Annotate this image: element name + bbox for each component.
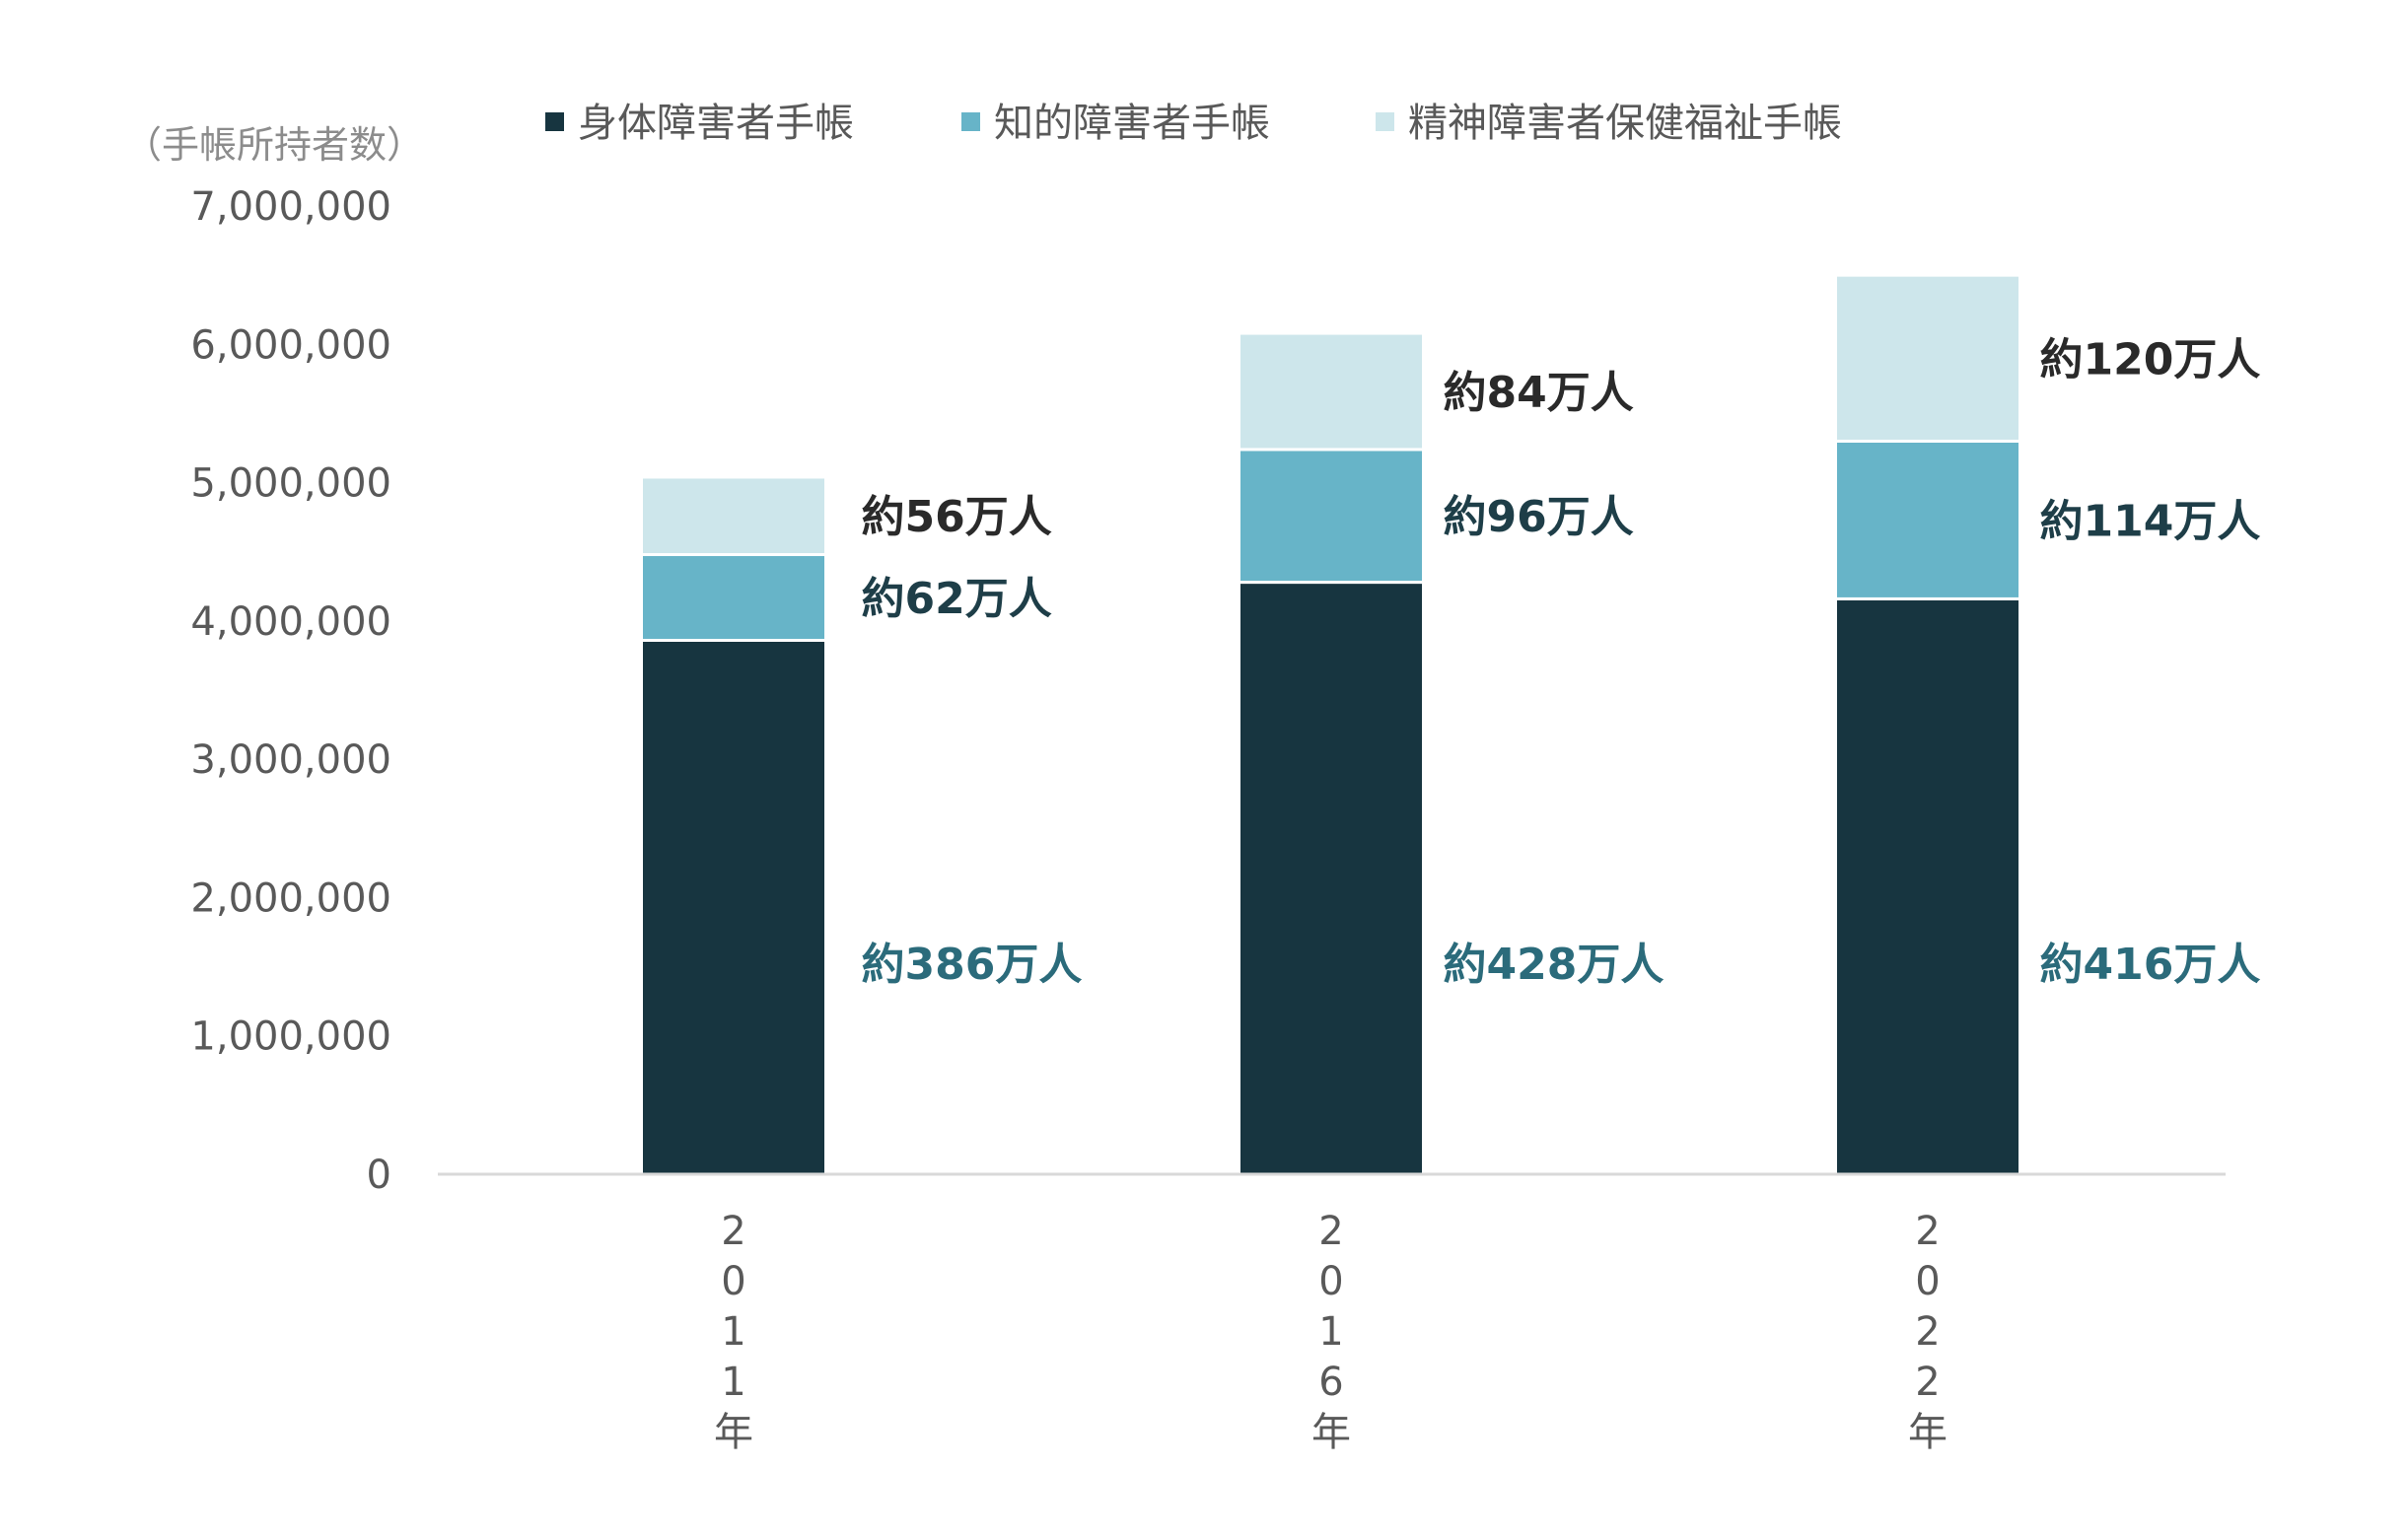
x-tick-label: 2 0 1 1 年 (714, 1209, 753, 1455)
y-tick-label: 7,000,000 (190, 184, 391, 230)
x-tick-char: 1 (721, 1309, 745, 1355)
y-tick-label: 6,000,000 (190, 322, 391, 368)
bar-segment (640, 553, 827, 642)
data-label: 約386万人 (862, 940, 1083, 990)
bar-segment (1834, 596, 2021, 1176)
x-tick-char: 2 (1318, 1209, 1343, 1254)
data-label: 約428万人 (1444, 940, 1664, 990)
bar-segment (1238, 448, 1425, 585)
x-axis: 2 0 1 1 年 2 0 1 6 年 2 0 2 2 年 (714, 1209, 1948, 1455)
data-label: 約416万人 (2040, 940, 2261, 990)
x-tick-char: 年 (714, 1410, 753, 1455)
x-tick-char: 2 (721, 1209, 745, 1254)
x-tick-label: 2 0 1 6 年 (1311, 1209, 1351, 1455)
legend: 身体障害者手帳 知的障害者手帳 精神障害者保健福祉手帳 (545, 101, 1842, 146)
x-tick-label: 2 0 2 2 年 (1908, 1209, 1948, 1455)
y-tick-label: 4,000,000 (190, 599, 391, 645)
bar-segment (640, 475, 827, 557)
x-tick-char: 0 (721, 1259, 745, 1304)
x-tick-char: 2 (1915, 1209, 1940, 1254)
bar-segment (1834, 273, 2021, 443)
x-tick-char: 年 (1311, 1410, 1351, 1455)
x-tick-char: 0 (1915, 1259, 1940, 1304)
data-label: 約120万人 (2040, 334, 2261, 384)
bars (640, 273, 2021, 1176)
x-tick-char: 1 (1318, 1309, 1343, 1355)
y-axis: 0 1,000,000 2,000,000 3,000,000 4,000,000 5,0… (190, 184, 391, 1198)
y-tick-label: 3,000,000 (190, 737, 391, 783)
x-tick-char: 0 (1318, 1259, 1343, 1304)
data-label: 約62万人 (862, 574, 1052, 624)
legend-swatch (1376, 112, 1394, 131)
data-label: 約84万人 (1444, 368, 1634, 418)
y-tick-label: 1,000,000 (190, 1014, 391, 1060)
y-tick-label: 2,000,000 (190, 875, 391, 921)
x-tick-char: 6 (1318, 1360, 1343, 1405)
x-tick-char: 1 (721, 1360, 745, 1405)
bar-segment (1834, 439, 2021, 600)
x-tick-char: 2 (1915, 1360, 1940, 1405)
legend-label: 知的障害者手帳 (994, 101, 1270, 146)
bar-segment (1238, 331, 1425, 452)
legend-label: 精神障害者保健福祉手帳 (1408, 101, 1842, 146)
legend-swatch (545, 112, 564, 131)
y-tick-label: 0 (367, 1153, 391, 1198)
data-label: 約96万人 (1444, 492, 1634, 542)
legend-label: 身体障害者手帳 (578, 101, 854, 146)
legend-swatch (961, 112, 980, 131)
data-label: 約114万人 (2040, 496, 2261, 546)
y-tick-label: 5,000,000 (190, 461, 391, 507)
bar-segment (1238, 581, 1425, 1176)
bar-segment (640, 638, 827, 1176)
x-tick-char: 2 (1915, 1309, 1940, 1355)
y-axis-unit-label: （手帳所持者数） (124, 123, 424, 167)
x-tick-char: 年 (1908, 1410, 1948, 1455)
data-label: 約56万人 (862, 492, 1052, 542)
